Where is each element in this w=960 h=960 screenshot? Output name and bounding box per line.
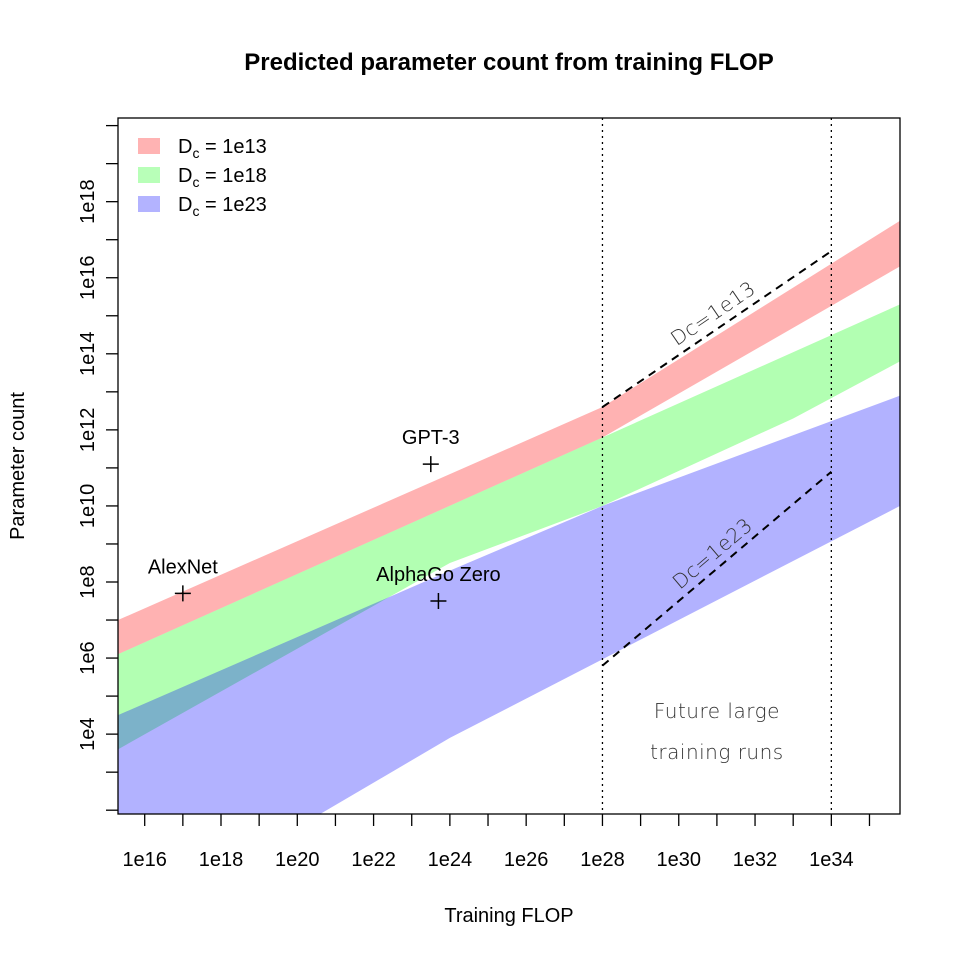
y-axis: 1e4 1e6 1e8 1e10 1e12 1e14 1e16 1e18: [77, 124, 118, 811]
bands-layer: [118, 220, 900, 814]
legend-label-1: Dc = 1e13: [178, 136, 267, 161]
annotation-line-1: Future large: [654, 699, 780, 723]
x-tick-label: 1e32: [733, 849, 778, 871]
points-layer: AlexNet GPT-3 AlphaGo Zero: [148, 427, 501, 610]
legend-label-2: Dc = 1e18: [178, 165, 267, 190]
band-1: [118, 220, 900, 655]
x-tick-label: 1e18: [199, 849, 244, 871]
legend-swatch-2: [138, 167, 160, 183]
plot-frame: [117, 117, 901, 815]
annotation-line-2: training runs: [650, 740, 784, 764]
legend-swatch-3: [138, 196, 160, 212]
x-tick-label: 1e20: [275, 849, 320, 871]
band-3: [118, 395, 900, 814]
point-marker-1: [174, 585, 191, 602]
legend-entry-2: Dc = 1e18: [138, 165, 267, 190]
dashed-line-1: [601, 250, 832, 408]
legend-swatch-1: [138, 138, 160, 154]
y-axis-label: Parameter count: [7, 392, 29, 540]
x-tick-label: 1e16: [122, 849, 167, 871]
x-tick-label: 1e22: [351, 849, 396, 871]
y-tick-label: 1e18: [77, 179, 99, 224]
y-tick-label: 1e12: [77, 408, 99, 453]
reference-lines-layer: [601, 118, 832, 814]
y-tick-label: 1e16: [77, 255, 99, 300]
y-tick-label: 1e14: [77, 332, 99, 377]
y-tick-label: 1e6: [77, 641, 99, 674]
legend-label-3: Dc = 1e23: [178, 194, 267, 219]
legend-entry-3: Dc = 1e23: [138, 194, 267, 219]
y-tick-label: 1e8: [77, 565, 99, 598]
legend-entry-1: Dc = 1e13: [138, 136, 267, 161]
band-2: [118, 304, 900, 750]
y-tick-label: 1e4: [77, 717, 99, 750]
point-1: AlexNet: [148, 556, 218, 602]
x-axis: 1e16 1e18 1e20 1e22 1e24 1e26 1e28 1e30 1e32 1e34: [122, 814, 871, 871]
x-axis-label: Training FLOP: [444, 905, 573, 927]
x-tick-label: 1e28: [580, 849, 625, 871]
point-label-2: GPT-3: [402, 427, 460, 449]
point-label-3: AlphaGo Zero: [376, 564, 501, 586]
chart-title: Predicted parameter count from training …: [244, 49, 773, 76]
point-marker-3: [430, 593, 447, 610]
y-tick-label: 1e10: [77, 484, 99, 529]
x-tick-label: 1e34: [809, 849, 854, 871]
point-label-1: AlexNet: [148, 556, 218, 578]
legend: Dc = 1e13 Dc = 1e18 Dc = 1e23: [138, 136, 267, 219]
point-2: GPT-3: [402, 427, 460, 473]
x-tick-label: 1e26: [504, 849, 549, 871]
x-tick-label: 1e30: [657, 849, 702, 871]
point-marker-2: [422, 456, 439, 473]
x-tick-label: 1e24: [428, 849, 473, 871]
point-3: AlphaGo Zero: [376, 564, 501, 610]
